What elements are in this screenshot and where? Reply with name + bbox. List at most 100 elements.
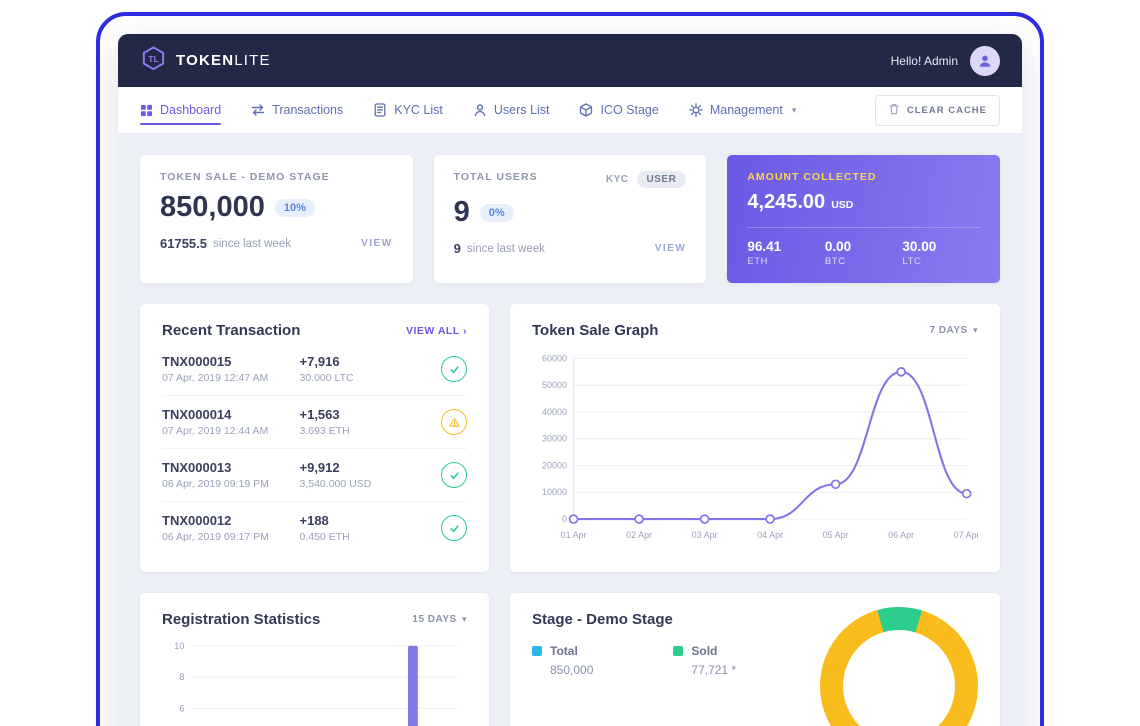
brand-logo-icon: TL (140, 45, 167, 77)
token-sale-delta: 61755.5 (160, 236, 207, 251)
transaction-row[interactable]: TNX000012 06 Apr, 2019 09:17 PM +188 0.4… (162, 502, 467, 554)
transaction-status (441, 515, 467, 541)
stage-panel: Stage - Demo Stage Total 850,000 Sold (510, 593, 1000, 726)
amount-collected-card: AMOUNT COLLECTED 4,245.00 USD 96.41 ETH … (727, 155, 1000, 283)
graph-range-select[interactable]: 7 DAYS ▾ (929, 325, 978, 336)
kyc-toggle[interactable]: KYC (605, 174, 629, 185)
stage-title: Stage - Demo Stage (532, 611, 673, 628)
transaction-list: TNX000015 07 Apr, 2019 12:47 AM +7,916 3… (162, 343, 467, 554)
nav-item-users-list[interactable]: Users List (473, 95, 550, 125)
breakdown-eth: 96.41 ETH (747, 239, 825, 267)
token-sale-view-link[interactable]: VIEW (361, 238, 393, 249)
check-icon (449, 524, 459, 532)
legend-item-sold: Sold 77,721 * (673, 644, 736, 677)
svg-text:60000: 60000 (542, 353, 567, 363)
transaction-row[interactable]: TNX000014 07 Apr, 2019 12:44 AM +1,563 3… (162, 396, 467, 449)
amount-collected-title: AMOUNT COLLECTED (747, 171, 877, 183)
check-icon (449, 471, 459, 479)
currency-breakdown: 96.41 ETH 0.00 BTC 30.00 LTC (747, 227, 980, 267)
tx-date: 06 Apr, 2019 09:17 PM (162, 531, 269, 543)
total-users-delta-caption: since last week (466, 242, 545, 255)
tx-amount: +7,916 (299, 354, 340, 369)
btc-value: 0.00 (824, 239, 852, 254)
tx-date: 07 Apr, 2019 12:44 AM (162, 425, 269, 437)
user-avatar[interactable] (970, 45, 1000, 76)
brand[interactable]: TL TOKENLITE (140, 45, 271, 77)
total-users-view-link[interactable]: VIEW (654, 243, 687, 254)
recent-transactions-panel: Recent Transaction VIEW ALL › TNX000015 … (140, 304, 489, 572)
nav-label: Users List (493, 103, 550, 117)
ltc-unit: LTC (902, 256, 922, 267)
nav-label: KYC List (394, 103, 443, 117)
transaction-status (441, 409, 467, 435)
warning-icon (448, 417, 460, 427)
grid-icon (140, 104, 153, 117)
svg-text:TL: TL (148, 53, 159, 63)
clear-cache-button[interactable]: CLEAR CACHE (874, 94, 1000, 126)
total-users-badge: 0% (479, 203, 514, 222)
tx-amount: +9,912 (299, 460, 340, 475)
nav-item-management[interactable]: Management ▾ (688, 95, 796, 125)
transaction-status (441, 356, 467, 382)
token-sale-graph-title: Token Sale Graph (532, 322, 659, 339)
transaction-status (441, 462, 467, 488)
recent-transactions-title: Recent Transaction (162, 322, 301, 339)
registration-range-select[interactable]: 15 DAYS ▾ (412, 614, 467, 625)
app-window: TL TOKENLITE Hello! Admin Dashboard (118, 34, 1022, 726)
token-sale-card: TOKEN SALE - DEMO STAGE 850,000 10% 6175… (140, 155, 413, 283)
chevron-right-icon: › (463, 324, 467, 337)
trash-icon (888, 103, 900, 118)
token-sale-title: TOKEN SALE - DEMO STAGE (160, 171, 330, 183)
token-sale-value: 850,000 (160, 191, 265, 223)
tx-id: TNX000014 (162, 407, 232, 422)
metrics-row: TOKEN SALE - DEMO STAGE 850,000 10% 6175… (140, 155, 1000, 283)
tx-id: TNX000015 (162, 354, 232, 369)
nav-item-ico-stage[interactable]: ICO Stage (579, 95, 659, 125)
svg-text:01 Apr: 01 Apr (561, 530, 587, 540)
svg-text:05 Apr: 05 Apr (823, 530, 849, 540)
nav-item-dashboard[interactable]: Dashboard (140, 95, 222, 125)
cube-icon (579, 103, 593, 117)
legend-value: 77,721 * (691, 663, 737, 677)
token-sale-delta-caption: since last week (213, 237, 291, 250)
nav-item-kyc-list[interactable]: KYC List (373, 95, 443, 125)
tx-detail: 30.000 LTC (299, 372, 354, 384)
tx-detail: 3.693 ETH (299, 425, 350, 437)
nav-label: Transactions (272, 103, 344, 117)
tx-id: TNX000013 (162, 460, 232, 475)
registration-statistics-title: Registration Statistics (162, 611, 321, 628)
nav-label: Dashboard (160, 103, 222, 117)
total-users-value: 9 (453, 196, 470, 228)
svg-text:50000: 50000 (542, 380, 567, 390)
topbar: TL TOKENLITE Hello! Admin (118, 34, 1022, 87)
total-users-card: TOTAL USERS KYC USER 9 0% 9 since last w… (433, 155, 707, 283)
svg-text:20000: 20000 (542, 460, 567, 470)
clear-cache-label: CLEAR CACHE (906, 104, 987, 116)
breakdown-ltc: 30.00 LTC (902, 239, 980, 267)
svg-text:02 Apr: 02 Apr (626, 530, 652, 540)
view-all-link[interactable]: VIEW ALL › (405, 324, 467, 337)
transaction-row[interactable]: TNX000013 06 Apr, 2019 09:19 PM +9,912 3… (162, 449, 467, 502)
document-icon (373, 103, 387, 117)
tx-date: 07 Apr, 2019 12:47 AM (162, 372, 269, 384)
nav-item-transactions[interactable]: Transactions (251, 95, 343, 125)
donut-hole (843, 630, 955, 726)
nav-label: ICO Stage (600, 103, 659, 117)
svg-text:03 Apr: 03 Apr (692, 530, 718, 540)
bottom-row: Registration Statistics 15 DAYS ▾ 108642… (140, 593, 1000, 726)
token-sale-line-chart: 0 10000 20000 30000 40000 50000 60000 01 Apr 02 … (532, 349, 978, 546)
tx-detail: 3,540.000 USD (299, 478, 372, 490)
user-toggle[interactable]: USER (636, 171, 687, 188)
tx-date: 06 Apr, 2019 09:19 PM (162, 478, 269, 490)
total-users-delta: 9 (453, 241, 461, 256)
tx-detail: 0.450 ETH (299, 531, 350, 543)
svg-text:8: 8 (179, 672, 184, 682)
transaction-row[interactable]: TNX000015 07 Apr, 2019 12:47 AM +7,916 3… (162, 343, 467, 396)
tx-amount: +1,563 (299, 407, 340, 422)
nav-label: Management (709, 103, 783, 117)
btc-unit: BTC (824, 256, 846, 267)
legend-item-total: Total 850,000 (532, 644, 593, 677)
dashboard-content: TOKEN SALE - DEMO STAGE 850,000 10% 6175… (118, 134, 1022, 726)
amount-collected-currency: USD (831, 199, 854, 211)
token-sale-graph-panel: Token Sale Graph 7 DAYS ▾ 0 10000 20000 300… (510, 304, 1000, 572)
